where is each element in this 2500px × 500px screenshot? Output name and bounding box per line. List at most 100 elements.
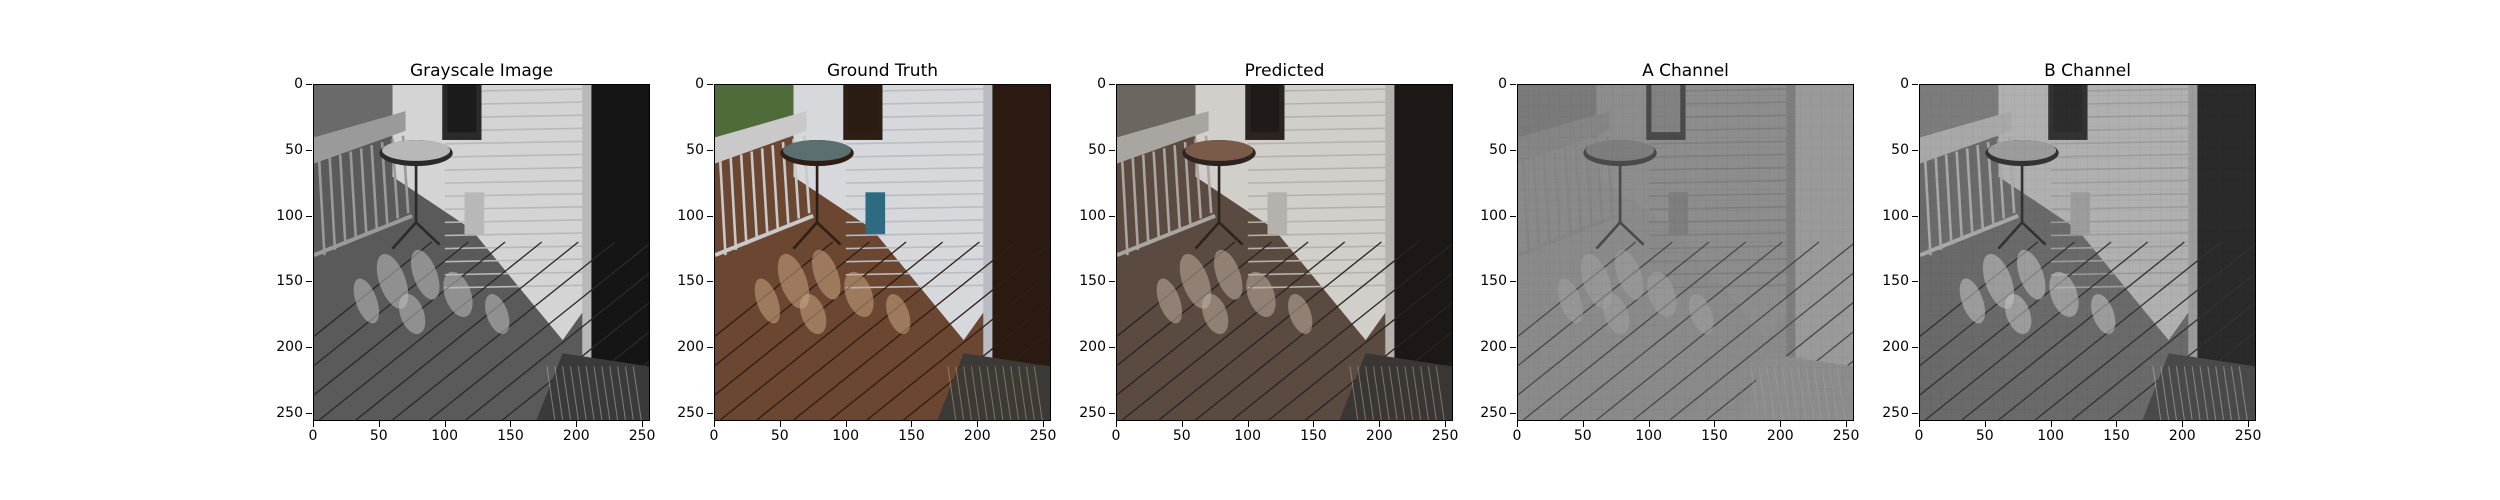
y-tick	[1109, 347, 1115, 349]
y-tick-label: 0	[1900, 76, 1909, 92]
y-tick-label: 50	[285, 141, 303, 158]
y-tick-label: 250	[1882, 405, 1909, 422]
x-tick-label: 150	[497, 428, 524, 444]
x-tick-label: 250	[2234, 428, 2262, 444]
y-tick-label: 250	[276, 405, 303, 422]
x-tick	[2248, 421, 2250, 427]
y-tick	[1510, 149, 1516, 151]
y-tick-label: 250	[1480, 405, 1507, 422]
y-tick-label: 200	[276, 339, 303, 356]
y-tick-label: 100	[1882, 207, 1909, 224]
x-tick	[1445, 421, 1447, 427]
y-tick-label: 250	[677, 405, 704, 422]
x-tick	[510, 421, 512, 427]
x-tick	[845, 421, 847, 427]
x-tick	[1379, 421, 1381, 427]
y-tick-label: 150	[1079, 273, 1106, 290]
x-tick-label: 0	[1111, 428, 1121, 444]
y-tick-label: 100	[276, 207, 303, 224]
panel-pred: Predicted 0 50 100 150 200 250 0 50 100 150 200 250	[1079, 0, 1516, 500]
x-tick-label: 100	[1635, 428, 1662, 444]
y-tick	[306, 215, 312, 217]
x-tick-label: 50	[1975, 428, 1994, 444]
y-tick	[707, 347, 713, 349]
x-tick	[1919, 421, 1920, 427]
y-tick	[1510, 347, 1516, 349]
panel-image	[313, 84, 650, 421]
y-tick	[1109, 149, 1115, 151]
y-tick-label: 200	[1882, 339, 1909, 356]
x-tick	[714, 421, 715, 427]
y-tick	[1912, 215, 1918, 217]
panel-gt: Ground Truth 0 50 100 150 200 250 0 50 100 150 200 2…	[677, 0, 1114, 500]
y-tick	[707, 84, 713, 85]
x-tick-label: 0	[1914, 428, 1924, 444]
y-tick-label: 50	[1489, 141, 1507, 158]
y-tick	[1912, 84, 1918, 85]
x-tick	[1181, 421, 1183, 427]
x-tick-label: 150	[898, 428, 925, 444]
y-tick	[1109, 413, 1115, 415]
y-tick	[1912, 281, 1918, 283]
x-tick-label: 150	[1701, 428, 1728, 444]
x-tick-label: 0	[1512, 428, 1522, 444]
y-tick-label: 100	[677, 207, 704, 224]
panel-gray: Grayscale Image 0 50 100 150 200 250 0 50 100 150 2…	[276, 0, 713, 500]
x-tick-label: 250	[1029, 428, 1057, 444]
x-tick	[444, 421, 446, 427]
x-tick-label: 0	[308, 428, 318, 444]
panel-title: B Channel	[2044, 61, 2131, 81]
x-tick-label: 150	[2103, 428, 2130, 444]
x-tick-label: 200	[562, 428, 590, 444]
y-tick-label: 150	[1882, 273, 1909, 290]
x-tick	[1043, 421, 1045, 427]
x-tick	[779, 421, 781, 427]
x-tick	[1780, 421, 1782, 427]
y-tick-label: 100	[1480, 207, 1507, 224]
y-tick	[1510, 84, 1516, 85]
x-tick-label: 150	[1300, 428, 1327, 444]
y-tick	[306, 413, 312, 415]
y-tick	[1912, 347, 1918, 349]
y-tick	[306, 149, 312, 151]
x-tick-label: 50	[1172, 428, 1191, 444]
panel-image	[1919, 84, 2256, 421]
y-tick-label: 200	[1480, 339, 1507, 356]
panel-title: Grayscale Image	[409, 61, 554, 81]
x-tick	[1116, 421, 1117, 427]
y-tick	[306, 347, 312, 349]
panel-title: Predicted	[1244, 61, 1325, 81]
x-tick	[1846, 421, 1848, 427]
y-tick-label: 150	[276, 273, 303, 290]
y-tick	[1510, 413, 1516, 415]
y-tick	[1912, 149, 1918, 151]
y-tick	[306, 84, 312, 85]
x-tick-label: 0	[709, 428, 719, 444]
x-tick	[977, 421, 979, 427]
y-tick-label: 0	[294, 76, 303, 92]
x-tick	[911, 421, 913, 427]
panel-image	[714, 84, 1051, 421]
y-tick-label: 200	[677, 339, 704, 356]
x-tick	[642, 421, 644, 427]
y-tick	[1109, 84, 1115, 85]
x-tick-label: 50	[1573, 428, 1592, 444]
x-tick	[313, 421, 314, 427]
panel-title: Ground Truth	[826, 61, 939, 81]
panel-a: A Channel 0 50 100 150 200 250 0 50 100 150 200 250	[1480, 0, 1917, 500]
x-tick-label: 250	[628, 428, 656, 444]
y-tick	[707, 149, 713, 151]
y-tick-label: 0	[1498, 76, 1507, 92]
x-tick	[1582, 421, 1584, 427]
x-tick	[378, 421, 380, 427]
x-tick	[1984, 421, 1986, 427]
x-tick-label: 200	[1365, 428, 1393, 444]
y-tick	[1510, 281, 1516, 283]
panel-b: B Channel 0 50 100 150 200 250 0 50 100 150 200 250	[1882, 0, 2319, 500]
x-tick	[2182, 421, 2184, 427]
x-tick	[1648, 421, 1650, 427]
x-tick-label: 100	[1234, 428, 1261, 444]
x-tick-label: 100	[431, 428, 458, 444]
panel-image	[1116, 84, 1453, 421]
y-tick-label: 0	[695, 76, 704, 92]
